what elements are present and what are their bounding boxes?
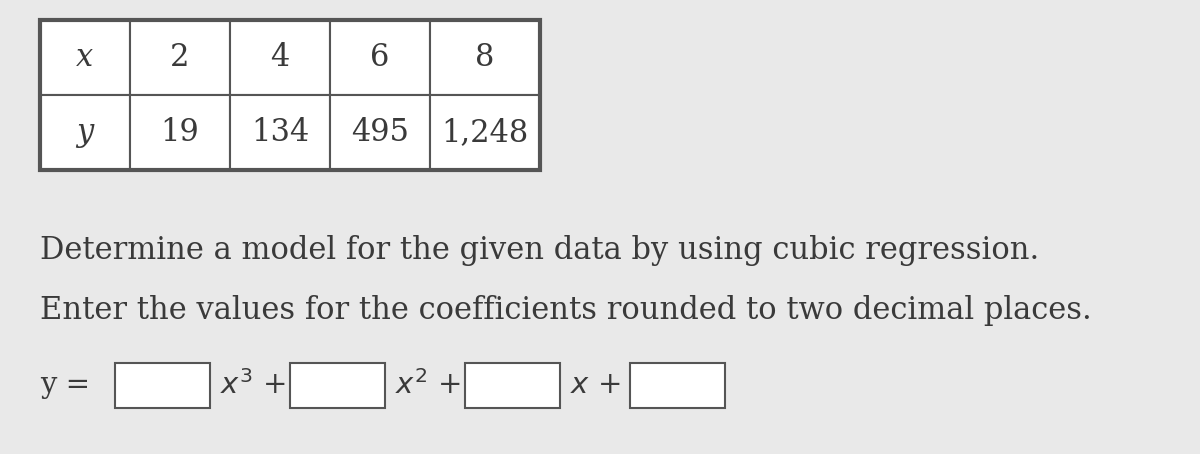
Bar <box>130 95 230 170</box>
Bar <box>40 20 540 170</box>
Bar <box>40 20 130 95</box>
Bar <box>330 95 430 170</box>
Bar <box>230 95 330 170</box>
Text: 134: 134 <box>251 117 310 148</box>
Bar <box>330 20 430 95</box>
Bar <box>290 362 385 408</box>
Bar <box>230 20 330 95</box>
Bar <box>130 20 230 95</box>
Bar <box>466 362 560 408</box>
Text: 4: 4 <box>270 42 289 73</box>
Text: 495: 495 <box>352 117 409 148</box>
Text: Enter the values for the coefficients rounded to two decimal places.: Enter the values for the coefficients ro… <box>40 295 1092 326</box>
Text: 2: 2 <box>170 42 190 73</box>
Bar <box>430 95 540 170</box>
Text: 19: 19 <box>161 117 199 148</box>
Text: y =: y = <box>40 371 90 399</box>
Text: 6: 6 <box>371 42 390 73</box>
Text: $x$ +: $x$ + <box>570 371 620 399</box>
Bar <box>40 95 130 170</box>
Text: Determine a model for the given data by using cubic regression.: Determine a model for the given data by … <box>40 235 1039 266</box>
Bar <box>430 20 540 95</box>
Text: x: x <box>77 42 94 73</box>
Text: y: y <box>77 117 94 148</box>
Text: 8: 8 <box>475 42 494 73</box>
Bar <box>630 362 725 408</box>
Bar <box>115 362 210 408</box>
Text: $x^2$ +: $x^2$ + <box>395 370 461 400</box>
Text: 1,248: 1,248 <box>442 117 529 148</box>
Text: $x^3$ +: $x^3$ + <box>220 370 286 400</box>
